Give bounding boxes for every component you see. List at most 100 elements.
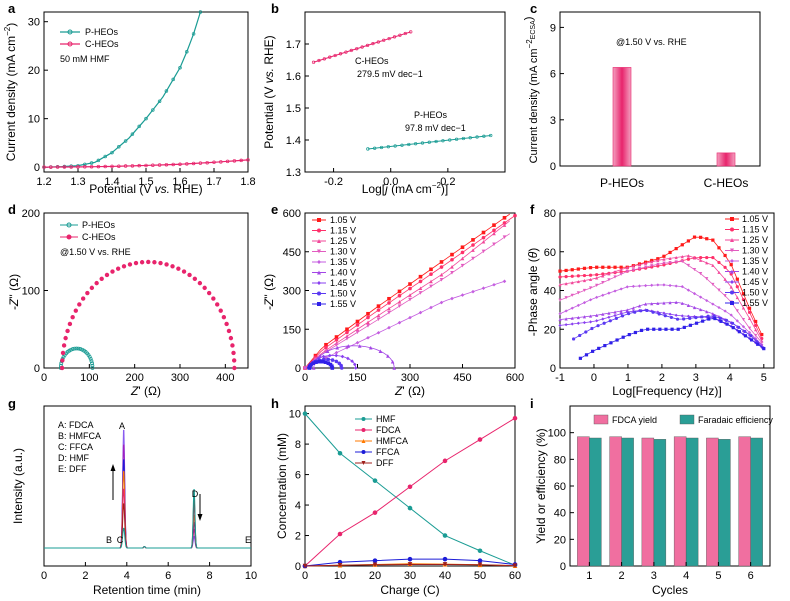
data-point-f-5-19	[674, 300, 678, 304]
series-line-f-8	[580, 318, 765, 359]
data-point-h-FDCA-2	[372, 510, 378, 515]
data-point-f-2-4	[582, 278, 587, 283]
data-point-e-8-4	[309, 362, 313, 367]
data-point-d-C-HEOs-23	[152, 260, 157, 265]
y-axis-label-c: Current density (mA cm−2ECSA)	[523, 17, 540, 164]
panel-label-b: b	[271, 1, 279, 16]
data-point-d-P-HEOs-24	[90, 361, 94, 366]
data-point-d-C-HEOs-44	[232, 365, 237, 371]
x-tick-label-h-6: 60	[509, 570, 521, 582]
legend-label-i-0: FDCA yield	[612, 415, 657, 425]
data-point-f-3-26	[717, 288, 721, 292]
data-point-f-8-1	[584, 353, 589, 357]
data-point-e-3-38	[502, 235, 507, 240]
chromatogram-g-3	[44, 471, 251, 549]
data-point-e-3-8	[345, 336, 349, 341]
data-point-f-3-7	[601, 280, 605, 285]
legend-marker-a-0	[67, 29, 73, 35]
x-tick-label-h-0: 0	[302, 570, 308, 582]
data-point-f-3-10	[619, 272, 623, 276]
data-point-d-C-HEOs-42	[231, 350, 236, 356]
data-point-f-2-5	[588, 277, 593, 282]
data-point-f-4-12	[631, 284, 635, 288]
data-point-f-3-25	[711, 282, 715, 287]
data-point-f-0-25	[711, 238, 715, 242]
fit-line-b-C-HEOs	[313, 31, 411, 63]
peak-label-g-1: B	[106, 535, 112, 545]
data-point-f-4-5	[588, 298, 593, 302]
y-tick-label-f-3: 60	[544, 247, 556, 259]
data-point-e-4-16	[387, 325, 391, 330]
data-point-e-1-8	[345, 330, 349, 335]
y-tick-label-f-2: 40	[544, 286, 556, 298]
data-point-f-0-3	[576, 267, 580, 271]
data-point-d-C-HEOs-25	[164, 262, 169, 267]
data-point-e-2-16	[387, 306, 391, 311]
data-point-f-5-18	[668, 301, 672, 305]
y-tick-label-d-2: 200	[22, 208, 40, 220]
plot-frame-b	[304, 11, 506, 173]
data-point-f-2-27	[723, 277, 727, 281]
data-point-f-5-7	[601, 312, 605, 316]
bar-i-Faradaic efficiency-3	[653, 439, 667, 567]
chromatogram-g-4	[44, 488, 251, 549]
data-point-e-1-4	[324, 345, 328, 350]
data-point-d-C-HEOs-29	[187, 272, 192, 278]
data-point-f-8-6	[615, 338, 619, 342]
data-point-e-0-30	[460, 245, 465, 250]
data-point-a-P-HEOs-20	[110, 150, 114, 155]
data-point-e-3-34	[481, 249, 486, 254]
data-point-f-0-16	[656, 257, 660, 261]
x-tick-label-a-4: 1.6	[172, 176, 187, 188]
data-point-e-2-34	[481, 239, 486, 244]
data-point-e-2-10	[355, 327, 360, 332]
series-line-a-C-HEOs	[43, 159, 249, 168]
data-point-f-7-11	[639, 309, 643, 313]
annotation-potential-c: @1.50 V vs. RHE	[616, 37, 687, 47]
data-point-a-C-HEOs-48	[205, 160, 209, 165]
y-axis-label-b: Potential (V vs. RHE)	[262, 35, 276, 148]
data-point-e-1-22	[418, 279, 423, 284]
data-point-e-6-6	[316, 356, 320, 361]
data-point-e-2-36	[492, 231, 496, 236]
legend-marker-f-2	[730, 238, 734, 242]
data-point-f-5-2	[570, 316, 574, 320]
data-point-f-3-2	[570, 293, 574, 297]
panel-label-e: e	[271, 202, 278, 217]
data-point-f-8-27	[743, 334, 748, 338]
data-point-f-0-8	[607, 265, 611, 269]
data-point-f-4-16	[656, 283, 660, 287]
data-point-f-7-12	[645, 308, 649, 313]
data-point-f-7-24	[718, 316, 722, 320]
data-point-d-P-HEOs-23	[89, 359, 94, 363]
data-point-f-7-15	[663, 314, 667, 318]
legend-label-e-1: 1.15 V	[330, 226, 356, 236]
data-point-e-8-6	[311, 361, 315, 365]
series-label-b-0: C-HEOs	[355, 56, 389, 66]
data-point-f-7-7	[614, 316, 618, 320]
data-point-f-2-17	[662, 257, 666, 261]
legend-swatch-i-0	[593, 414, 609, 425]
x-tick-label-i-2: 3	[651, 570, 657, 582]
data-point-f-6-19	[674, 313, 678, 317]
x-tick-label-d-4: 400	[216, 372, 234, 384]
data-point-f-5-5	[588, 314, 593, 318]
data-point-d-C-HEOs-18	[121, 264, 127, 269]
data-point-f-7-6	[608, 319, 612, 323]
data-point-d-C-HEOs-20	[133, 260, 139, 266]
data-point-d-P-HEOs-21	[87, 355, 92, 359]
y-tick-label-d-0: 0	[34, 363, 40, 375]
data-point-f-2-21	[686, 254, 690, 258]
data-point-e-5-0	[311, 366, 316, 370]
legend-marker-e-0	[317, 218, 321, 222]
data-point-a-C-HEOs-56	[232, 159, 237, 163]
data-point-a-C-HEOs-2	[49, 165, 53, 169]
data-point-f-5-22	[692, 305, 697, 310]
data-point-a-C-HEOs-36	[164, 162, 169, 167]
legend-marker-h-0	[361, 417, 366, 421]
x-axis-label-d: Z' (Ω)	[130, 384, 161, 398]
data-point-f-0-18	[668, 250, 672, 255]
data-point-f-3-1	[564, 296, 568, 300]
data-point-d-C-HEOs-19	[127, 262, 133, 267]
data-point-f-2-22	[692, 256, 697, 260]
